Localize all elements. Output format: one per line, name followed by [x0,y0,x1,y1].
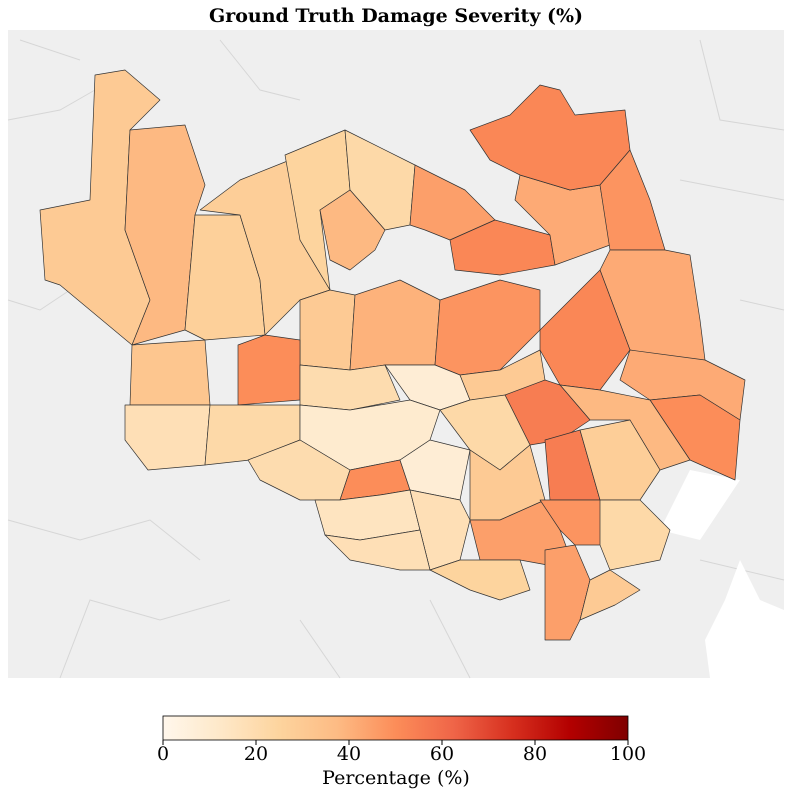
colorbar-label: Percentage (%) [322,767,470,789]
background-boundaries [7,39,785,679]
colorbar-tick-label: 80 [523,743,547,765]
region [299,364,401,411]
region [237,334,301,406]
map-title: Ground Truth Damage Severity (%) [209,5,583,27]
region [299,289,356,371]
region [469,84,631,191]
region [599,499,671,571]
colorbar [162,715,629,741]
region [579,569,641,621]
region [599,149,666,251]
region [349,279,441,371]
colorbar-tick-label: 100 [610,743,646,765]
region [559,384,691,471]
region [319,189,386,271]
colorbar-tick-label: 0 [157,743,169,765]
region [124,404,211,471]
region [344,129,416,231]
water [660,470,784,678]
region [399,439,471,501]
region [429,559,531,601]
region [579,419,661,501]
colorbar-tick-label: 20 [244,743,268,765]
region [129,339,211,406]
region-layer [39,69,746,641]
colorbar-tick-label: 40 [337,743,361,765]
colorbar-tick-label: 60 [430,743,454,765]
